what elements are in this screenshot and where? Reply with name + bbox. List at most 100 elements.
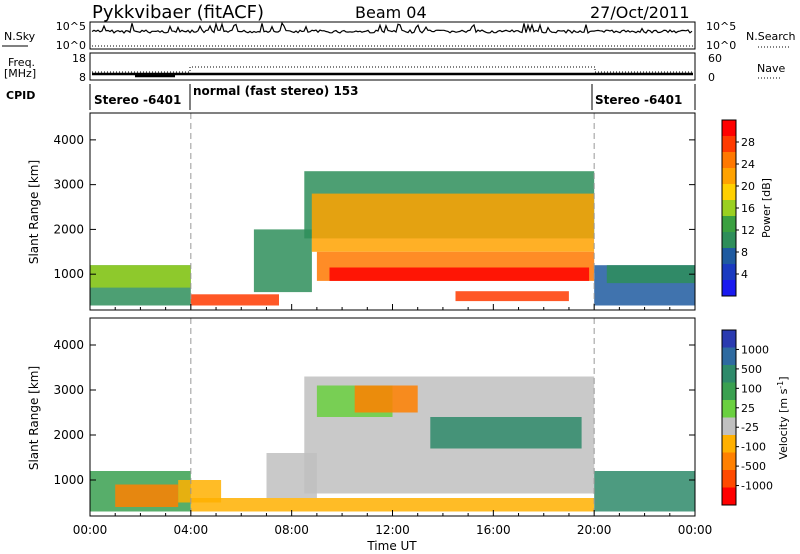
velocity-colorbar-ticks: 1000 500 100 25 -25 -100 -500 -1000: [736, 343, 773, 493]
velocity-colorbar: 1000 500 100 25 -25 -100 -500 -1000 Velocity [m…: [721, 329, 790, 506]
velocity-colorbar-swatch-7: [722, 452, 736, 471]
time-tick-label-5: 20:00: [577, 523, 612, 537]
freq-panel: Freq. [MHz] 18 8 60 0 Nave: [4, 52, 785, 84]
nave-tick-top: 60: [708, 52, 722, 65]
power-colorbar-tick-label-4: 12: [741, 224, 755, 237]
power-colorbar-tick-label-2: 20: [741, 180, 755, 193]
power-region-8: [455, 291, 569, 302]
velocity-region-7: [354, 385, 418, 413]
velocity-colorbar-swatch-9: [722, 487, 736, 506]
velocity-label-main: Velocity [m s: [777, 388, 790, 459]
time-tick-label-6: 00:00: [678, 523, 713, 537]
power-panel: 1000 2000 3000 4000 Slant Range [km]: [27, 112, 696, 311]
freq-frame: [89, 52, 696, 81]
freq-tick-top: 18: [72, 52, 86, 65]
nsky-panel: N.Sky 10^5 10^0 10^5 10^0 N.Search: [2, 20, 796, 52]
velocity-region-3: [190, 498, 595, 512]
nsky-trace: [91, 21, 693, 47]
power-colorbar-tick-label-5: 8: [741, 246, 748, 259]
power-ylabel: Slant Range [km]: [27, 160, 41, 264]
power-ytick-label-2: 3000: [53, 178, 84, 192]
power-colorbar-tick-label-1: 24: [741, 158, 755, 171]
cpid-label: CPID: [6, 89, 35, 102]
velocity-ylabel: Slant Range [km]: [27, 366, 41, 470]
velocity-colorbar-tick-label-4: -25: [741, 421, 759, 434]
freq-label-top: Freq.: [8, 56, 35, 69]
time-tick-label-2: 08:00: [274, 523, 309, 537]
velocity-colorbar-label: Velocity [m s-1]: [776, 376, 790, 459]
power-colorbar-swatch-9: [722, 264, 736, 281]
power-region-5: [311, 193, 595, 252]
velocity-colorbar-tick-label-2: 100: [741, 382, 762, 395]
velocity-colorbar-tick-label-7: -1000: [741, 480, 773, 493]
cpid-segment-3: Stereo -6401: [595, 93, 682, 107]
velocity-ytick-label-0: 1000: [53, 473, 84, 487]
velocity-colorbar-swatch-4: [722, 400, 736, 418]
velocity-colorbar-tick-label-6: -500: [741, 460, 766, 473]
velocity-y-axis: 1000 2000 3000 4000: [53, 338, 695, 487]
velocity-ytick-label-1: 2000: [53, 428, 84, 442]
power-region-7: [329, 267, 590, 281]
power-ytick-label-0: 1000: [53, 267, 84, 281]
velocity-colorbar-swatch-2: [722, 365, 736, 383]
velocity-data-layer: [90, 318, 695, 516]
velocity-label-sup: -1: [776, 381, 785, 389]
velocity-colorbar-swatch-5: [722, 417, 736, 436]
velocity-region-2: [178, 480, 222, 503]
freq-label-bottom: [MHz]: [4, 67, 36, 80]
power-region-3: [253, 229, 312, 293]
velocity-label-end: ]: [777, 376, 790, 380]
velocity-colorbar-swatches: [722, 330, 736, 506]
velocity-panel: 1000 2000 3000 4000 00:00 04:00 08:00 12:00 16:…: [27, 317, 713, 553]
cpid-strip: CPID Stereo -6401 normal (fast stereo) 1…: [6, 84, 696, 110]
velocity-colorbar-swatch-0: [722, 330, 736, 348]
power-ytick-label-1: 2000: [53, 222, 84, 236]
nsearch-tick-top: 10^5: [706, 20, 736, 33]
power-colorbar-tick-label-3: 16: [741, 202, 755, 215]
power-ytick-label-3: 4000: [53, 133, 84, 147]
cpid-segment-2: normal (fast stereo) 153: [193, 84, 359, 98]
power-colorbar-swatch-7: [722, 232, 736, 249]
power-colorbar: 28 24 20 16 12 8 4 Power [dB]: [721, 119, 773, 297]
velocity-region-9: [594, 471, 695, 512]
power-colorbar-tick-label-0: 28: [741, 136, 755, 149]
nsky-tick-top: 10^5: [56, 20, 86, 33]
power-colorbar-swatch-3: [722, 168, 736, 185]
velocity-colorbar-swatch-6: [722, 435, 736, 453]
velocity-colorbar-swatch-8: [722, 470, 736, 488]
velocity-region-1: [115, 484, 179, 507]
nave-trace: [92, 66, 693, 73]
nsearch-tick-bottom: 10^0: [706, 39, 736, 52]
power-colorbar-swatch-1: [722, 136, 736, 153]
power-x-axis: [89, 304, 696, 310]
power-region-10: [606, 265, 695, 284]
velocity-x-axis: 00:00 04:00 08:00 12:00 16:00 20:00 00:00: [73, 510, 713, 537]
velocity-colorbar-frame: [721, 329, 737, 506]
time-tick-label-1: 04:00: [174, 523, 209, 537]
nave-label: Nave: [757, 62, 785, 75]
power-colorbar-ticks: 28 24 20 16 12 8 4: [736, 136, 755, 281]
nave-tick-bottom: 0: [708, 71, 715, 84]
velocity-colorbar-swatch-1: [722, 347, 736, 366]
velocity-colorbar-swatch-3: [722, 382, 736, 401]
velocity-colorbar-tick-label-5: -100: [741, 441, 766, 454]
velocity-ytick-label-3: 4000: [53, 338, 84, 352]
time-tick-label-0: 00:00: [73, 523, 108, 537]
beam-title: Beam 04: [355, 3, 427, 22]
station-title: Pykkvibaer (fitACF): [92, 2, 264, 23]
power-colorbar-swatch-10: [722, 280, 736, 297]
velocity-colorbar-tick-label-0: 1000: [741, 343, 769, 356]
power-colorbar-swatch-4: [722, 184, 736, 201]
power-y-axis: 1000 2000 3000 4000: [53, 133, 695, 281]
power-region-1: [90, 265, 191, 288]
power-colorbar-swatch-0: [722, 120, 736, 137]
velocity-ytick-label-2: 3000: [53, 383, 84, 397]
power-colorbar-swatches: [722, 120, 736, 297]
power-region-2: [190, 294, 279, 306]
power-colorbar-swatch-2: [722, 152, 736, 169]
velocity-region-8: [430, 417, 582, 449]
time-xlabel: Time UT: [366, 539, 417, 553]
power-colorbar-swatch-8: [722, 248, 736, 265]
time-tick-label-3: 12:00: [375, 523, 410, 537]
